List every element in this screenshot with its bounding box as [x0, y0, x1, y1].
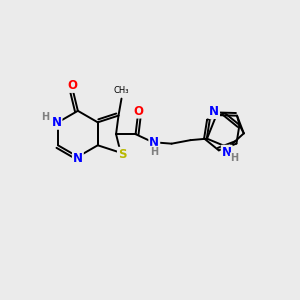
Text: S: S — [118, 148, 126, 161]
Text: N: N — [52, 116, 61, 129]
Text: N: N — [209, 105, 219, 118]
Text: O: O — [133, 105, 143, 118]
Text: H: H — [231, 153, 239, 163]
Text: H: H — [150, 147, 158, 157]
Text: CH₃: CH₃ — [114, 86, 129, 95]
Text: O: O — [68, 79, 78, 92]
Text: N: N — [73, 152, 83, 165]
Text: N: N — [222, 146, 232, 159]
Text: H: H — [41, 112, 50, 122]
Text: N: N — [149, 136, 159, 149]
